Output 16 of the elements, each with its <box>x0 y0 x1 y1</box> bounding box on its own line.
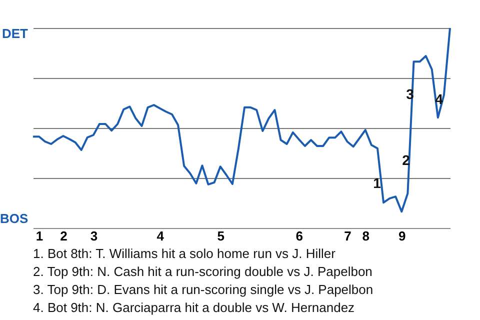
x-tick-label: 1 <box>36 228 44 244</box>
x-tick-label: 3 <box>90 228 98 244</box>
text: 1. Bot 8th: T. Williams hit a solo home run vs J. Hiller <box>33 246 336 261</box>
annotation: 1 <box>373 175 382 191</box>
x-tick-label: 5 <box>217 228 224 244</box>
x-tick-label: 6 <box>296 228 304 244</box>
x-tick-label: 9 <box>398 228 406 244</box>
x-tick-label: 4 <box>156 228 165 244</box>
text: 2. Top 9th: N. Cash hit a run-scoring double vs J. Papelbon <box>33 264 372 279</box>
x-tick-label: 2 <box>60 228 68 244</box>
text: DET <box>2 26 28 41</box>
text: 4. Bot 9th: N. Garciaparra hit a double vs W. Hernandez <box>33 300 355 315</box>
x-tick-label: 7 <box>344 228 352 244</box>
x-tick-label: 8 <box>362 228 370 244</box>
text: BOS <box>0 211 28 226</box>
text: 3. Top 9th: D. Evans hit a run-scoring single vs J. Papelbon <box>33 282 374 297</box>
